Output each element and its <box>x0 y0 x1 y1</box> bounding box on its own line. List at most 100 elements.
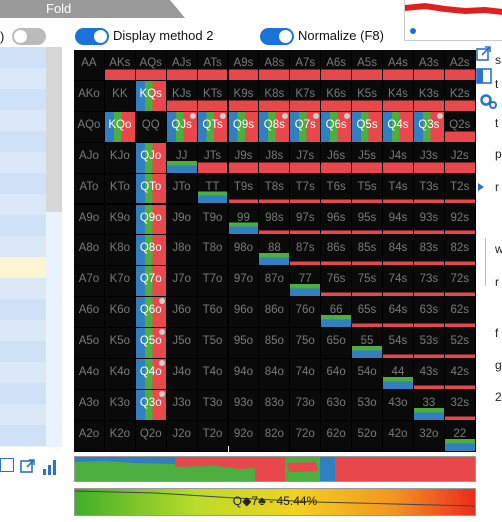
hand-cell-ATo[interactable]: ATo <box>74 173 105 205</box>
hand-cell-K6s[interactable]: K6s <box>321 80 353 112</box>
list-item[interactable] <box>0 425 46 446</box>
hand-cell-T9o[interactable]: T9o <box>197 204 229 236</box>
hand-cell-87o[interactable]: 87o <box>259 266 291 298</box>
hand-cell-Q5o[interactable]: Q5o <box>135 328 167 359</box>
hand-cell-T4s[interactable]: T4s <box>383 173 414 205</box>
hand-cell-22[interactable]: 22 <box>444 420 476 452</box>
hand-cell-82o[interactable]: 82o <box>259 420 291 452</box>
hand-cell-85o[interactable]: 85o <box>259 328 291 359</box>
hand-cell-Q8o[interactable]: Q8o <box>135 235 167 267</box>
hand-cell-65o[interactable]: 65o <box>321 328 353 359</box>
hand-cell-QTo[interactable]: QTo <box>135 173 167 205</box>
hand-cell-88[interactable]: 88 <box>259 235 291 267</box>
play-icon[interactable] <box>476 182 486 192</box>
hand-cell-K5s[interactable]: K5s <box>352 80 383 112</box>
hand-cell-Q7s[interactable]: Q7s <box>290 111 322 143</box>
hand-cell-42s[interactable]: 42s <box>444 359 476 390</box>
left-scrollbar[interactable] <box>46 47 62 212</box>
hand-cell-J7s[interactable]: J7s <box>290 142 322 174</box>
hand-cell-KK[interactable]: KK <box>104 80 136 112</box>
hand-cell-K4o[interactable]: K4o <box>104 359 136 390</box>
hand-cell-63o[interactable]: 63o <box>321 389 353 421</box>
hand-cell-A7s[interactable]: A7s <box>290 50 322 81</box>
hand-cell-Q2o[interactable]: Q2o <box>135 420 167 452</box>
hand-cell-J2o[interactable]: J2o <box>166 420 198 452</box>
hand-cell-63s[interactable]: 63s <box>413 297 445 329</box>
hand-cell-QTs[interactable]: QTs <box>197 111 229 143</box>
fold-tab[interactable] <box>0 0 185 18</box>
hand-cell-T2o[interactable]: T2o <box>197 420 229 452</box>
hand-cell-Q9s[interactable]: Q9s <box>228 111 260 143</box>
hand-cell-JTs[interactable]: JTs <box>197 142 229 174</box>
hand-cell-KQs[interactable]: KQs <box>135 80 167 112</box>
hand-cell-92s[interactable]: 92s <box>444 204 476 236</box>
hand-cell-AQs[interactable]: AQs <box>135 50 167 81</box>
hand-cell-J5o[interactable]: J5o <box>166 328 198 359</box>
gear-icon[interactable] <box>478 90 498 110</box>
layout-icon[interactable] <box>476 68 492 84</box>
hand-cell-43s[interactable]: 43s <box>413 359 445 390</box>
hand-cell-J8s[interactable]: J8s <box>259 142 291 174</box>
hand-cell-99[interactable]: 99 <box>228 204 260 236</box>
hand-cell-75s[interactable]: 75s <box>352 266 383 298</box>
hand-cell-AJs[interactable]: AJs <box>166 50 198 81</box>
hand-cell-87s[interactable]: 87s <box>290 235 322 267</box>
list-item[interactable] <box>0 68 46 89</box>
hand-cell-62s[interactable]: 62s <box>444 297 476 329</box>
hand-cell-85s[interactable]: 85s <box>352 235 383 267</box>
hand-cell-Q3o[interactable]: Q3o <box>135 389 167 421</box>
list-item[interactable] <box>0 362 46 383</box>
hand-cell-KJs[interactable]: KJs <box>166 80 198 112</box>
display-method-toggle[interactable] <box>75 28 109 45</box>
hand-cell-83o[interactable]: 83o <box>259 389 291 421</box>
hand-cell-A4s[interactable]: A4s <box>383 50 414 81</box>
hand-cell-32s[interactable]: 32s <box>444 389 476 421</box>
list-item[interactable] <box>0 320 46 341</box>
hand-cell-84o[interactable]: 84o <box>259 359 291 390</box>
hand-cell-Q7o[interactable]: Q7o <box>135 266 167 298</box>
hand-cell-72s[interactable]: 72s <box>444 266 476 298</box>
hand-cell-KJo[interactable]: KJo <box>104 142 136 174</box>
hand-cell-T9s[interactable]: T9s <box>228 173 260 205</box>
hand-cell-A5s[interactable]: A5s <box>352 50 383 81</box>
hand-cell-95o[interactable]: 95o <box>228 328 260 359</box>
hand-cell-94o[interactable]: 94o <box>228 359 260 390</box>
hand-cell-64s[interactable]: 64s <box>383 297 414 329</box>
hand-cell-76s[interactable]: 76s <box>321 266 353 298</box>
hand-cell-76o[interactable]: 76o <box>290 297 322 329</box>
list-item[interactable] <box>0 383 46 404</box>
hand-cell-95s[interactable]: 95s <box>352 204 383 236</box>
hand-cell-J7o[interactable]: J7o <box>166 266 198 298</box>
hand-cell-97o[interactable]: 97o <box>228 266 260 298</box>
hand-cell-93s[interactable]: 93s <box>413 204 445 236</box>
hand-cell-T3s[interactable]: T3s <box>413 173 445 205</box>
list-item[interactable] <box>0 404 46 425</box>
hand-cell-52o[interactable]: 52o <box>352 420 383 452</box>
hand-cell-K8o[interactable]: K8o <box>104 235 136 267</box>
hand-cell-J6o[interactable]: J6o <box>166 297 198 329</box>
hand-cell-KTs[interactable]: KTs <box>197 80 229 112</box>
hand-cell-53o[interactable]: 53o <box>352 389 383 421</box>
hand-cell-Q8s[interactable]: Q8s <box>259 111 291 143</box>
hand-cell-A6s[interactable]: A6s <box>321 50 353 81</box>
hand-cell-AQo[interactable]: AQo <box>74 111 105 143</box>
hand-cell-T8s[interactable]: T8s <box>259 173 291 205</box>
hand-cell-54s[interactable]: 54s <box>383 328 414 359</box>
hand-cell-AJo[interactable]: AJo <box>74 142 105 174</box>
text-icon[interactable] <box>0 458 14 472</box>
hand-cell-T2s[interactable]: T2s <box>444 173 476 205</box>
hand-cell-A3o[interactable]: A3o <box>74 389 105 421</box>
hand-cell-96o[interactable]: 96o <box>228 297 260 329</box>
hand-cell-T5o[interactable]: T5o <box>197 328 229 359</box>
hand-cell-72o[interactable]: 72o <box>290 420 322 452</box>
hand-cell-AA[interactable]: AA <box>74 50 105 81</box>
hand-cell-43o[interactable]: 43o <box>383 389 414 421</box>
hand-cell-K6o[interactable]: K6o <box>104 297 136 329</box>
hand-cell-32o[interactable]: 32o <box>413 420 445 452</box>
hand-cell-Q6o[interactable]: Q6o <box>135 297 167 329</box>
hand-cell-J6s[interactable]: J6s <box>321 142 353 174</box>
hand-cell-KTo[interactable]: KTo <box>104 173 136 205</box>
external-link-icon[interactable] <box>20 458 36 474</box>
hand-cell-T4o[interactable]: T4o <box>197 359 229 390</box>
hand-cell-A8s[interactable]: A8s <box>259 50 291 81</box>
